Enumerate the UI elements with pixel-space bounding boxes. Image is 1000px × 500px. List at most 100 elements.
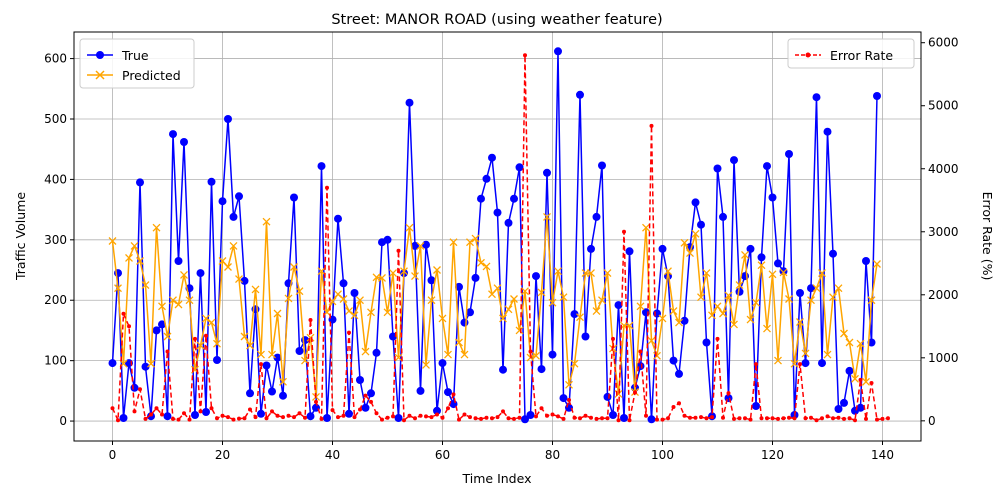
data-point-predicted: [378, 273, 386, 282]
legend-entry-error-rate: Error Rate: [795, 48, 893, 63]
data-point-error-rate: [704, 416, 709, 421]
legend-right: Error Rate: [787, 38, 915, 69]
data-point-true: [719, 212, 727, 221]
y2-axis-title: Error Rate (%): [980, 192, 995, 281]
data-point-predicted: [257, 350, 265, 359]
data-point-predicted: [411, 272, 419, 281]
data-point-true: [405, 98, 414, 107]
data-point-true: [108, 359, 117, 368]
legend-right-box: [787, 38, 915, 69]
data-point-true: [279, 391, 287, 400]
data-point-predicted: [185, 296, 194, 305]
data-point-error-rate: [759, 416, 764, 421]
data-point-predicted: [427, 296, 436, 305]
data-point-predicted: [691, 229, 700, 238]
data-point-true: [383, 235, 392, 244]
data-point-error-rate: [308, 318, 313, 322]
data-point-true: [576, 90, 584, 99]
data-point-true: [697, 220, 705, 229]
data-point-true: [570, 310, 579, 319]
data-point-true: [130, 383, 139, 392]
data-point-error-rate: [842, 416, 846, 421]
data-point-true: [455, 282, 463, 291]
legend-error-label: Error Rate: [830, 48, 893, 63]
data-point-predicted: [400, 267, 408, 276]
data-point-error-rate: [281, 415, 285, 420]
data-point-error-rate: [303, 415, 307, 420]
data-point-true: [620, 414, 628, 422]
data-point-predicted: [763, 324, 771, 333]
x-tick-label: 60: [435, 448, 450, 462]
data-point-predicted: [856, 339, 865, 348]
data-point-error-rate: [715, 336, 720, 341]
data-point-predicted: [438, 314, 447, 323]
data-point-predicted: [823, 350, 832, 359]
data-point-error-rate: [248, 407, 252, 412]
data-point-true: [840, 398, 848, 407]
data-point-error-rate: [193, 336, 197, 341]
data-point-true: [603, 392, 612, 401]
data-point-predicted: [840, 329, 848, 338]
data-point-true: [543, 168, 551, 177]
data-point-error-rate: [176, 417, 181, 422]
data-point-error-rate: [110, 406, 115, 411]
data-point-true: [862, 257, 870, 265]
data-point-true: [526, 411, 535, 419]
data-point-predicted: [416, 241, 425, 250]
data-point-error-rate: [413, 416, 417, 421]
data-point-error-rate: [182, 411, 186, 416]
data-point-predicted: [785, 295, 793, 303]
data-point-predicted: [460, 350, 469, 359]
data-point-predicted: [768, 270, 777, 279]
data-point-true: [823, 127, 832, 136]
data-point-error-rate: [275, 413, 280, 418]
data-point-true: [658, 244, 667, 253]
data-point-error-rate: [655, 417, 659, 422]
data-point-true: [548, 350, 557, 359]
data-point-error-rate: [484, 415, 489, 420]
legend-true-marker: [96, 51, 104, 59]
data-point-true: [246, 389, 254, 398]
data-point-error-rate: [765, 416, 769, 421]
data-point-predicted: [482, 262, 491, 271]
data-point-predicted: [246, 341, 254, 350]
data-point-error-rate: [589, 415, 593, 420]
data-point-predicted: [317, 267, 326, 276]
data-point-predicted: [741, 250, 749, 259]
data-point-predicted: [279, 377, 287, 386]
data-point-error-rate: [512, 416, 516, 421]
data-point-predicted: [735, 281, 744, 290]
x-tick-label: 0: [109, 448, 117, 462]
data-point-predicted: [796, 318, 804, 326]
y2-tick-label: 2000: [928, 288, 959, 302]
data-point-error-rate: [457, 417, 461, 422]
data-point-predicted: [697, 293, 705, 302]
x-tick-label: 120: [761, 448, 784, 462]
data-point-true: [680, 316, 689, 325]
data-point-true: [554, 47, 562, 56]
data-point-error-rate: [165, 349, 170, 354]
data-point-predicted: [196, 341, 205, 350]
data-point-predicted: [867, 296, 876, 305]
data-point-error-rate: [440, 415, 445, 420]
data-point-error-rate: [363, 393, 368, 398]
data-point-true: [262, 361, 271, 370]
data-point-predicted: [647, 336, 656, 345]
data-point-error-rate: [259, 362, 263, 367]
data-point-error-rate: [418, 413, 423, 418]
data-point-error-rate: [116, 418, 120, 423]
data-point-true: [339, 279, 348, 288]
data-point-error-rate: [633, 390, 637, 395]
data-point-true: [812, 93, 821, 102]
legend-predicted-marker: [95, 70, 105, 80]
data-point-error-rate: [699, 415, 703, 420]
data-point-error-rate: [622, 229, 626, 234]
data-point-predicted: [158, 302, 166, 311]
data-point-predicted: [719, 309, 727, 318]
data-point-true: [730, 156, 738, 165]
data-point-predicted: [658, 314, 667, 323]
data-point-true: [356, 376, 364, 384]
data-point-error-rate: [264, 416, 269, 421]
axis-layer: 0 20 40 60 80 100 120 1400100200300400500600010…: [44, 36, 958, 462]
data-point-true: [537, 365, 546, 374]
